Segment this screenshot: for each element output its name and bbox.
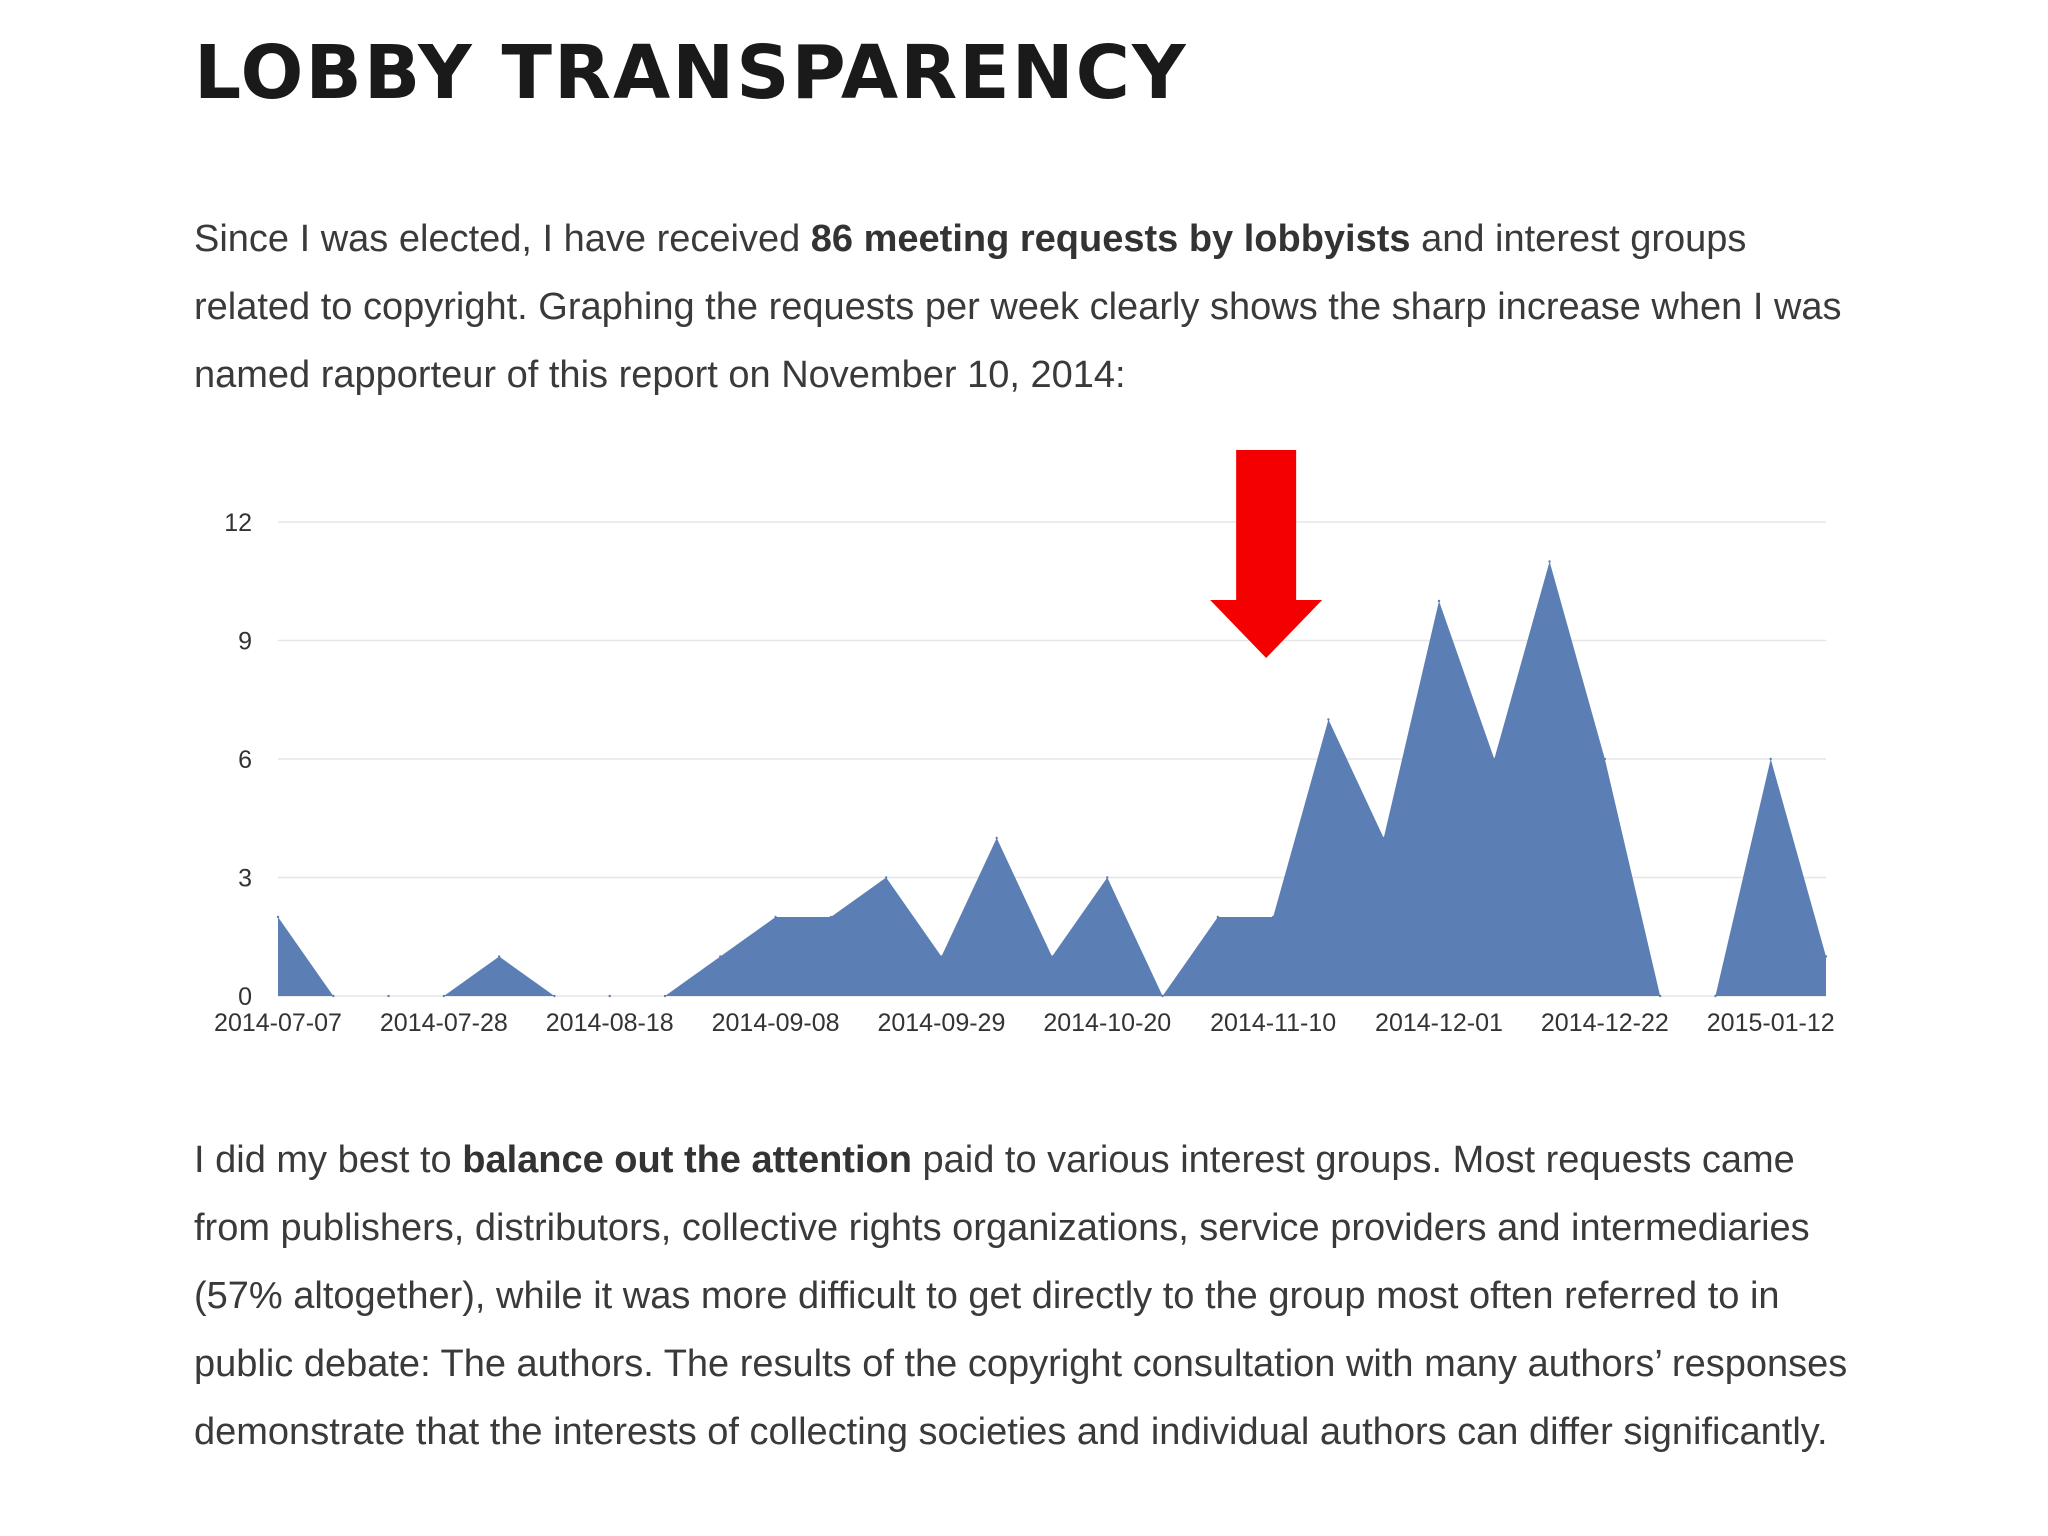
- data-point: [1216, 915, 1220, 919]
- data-point: [332, 994, 335, 998]
- data-point: [1769, 757, 1772, 761]
- data-point: [1050, 955, 1054, 958]
- requests-area: [278, 561, 1826, 996]
- data-point: [1658, 994, 1662, 998]
- outro-paragraph: I did my best to balance out the attenti…: [194, 1126, 1854, 1466]
- data-point: [719, 955, 722, 958]
- x-tick-label: 2014-12-01: [1375, 1009, 1503, 1037]
- data-point: [1714, 994, 1717, 998]
- intro-paragraph: Since I was elected, I have received 86 …: [194, 205, 1854, 409]
- data-point: [884, 876, 888, 879]
- red-arrow-icon: [1210, 450, 1323, 658]
- y-axis-labels: 0 3 6 9 12: [224, 509, 252, 1011]
- data-point: [995, 836, 998, 840]
- x-tick-label: 2014-12-22: [1541, 1009, 1669, 1037]
- data-point: [774, 915, 777, 919]
- y-tick-label: 3: [238, 865, 252, 893]
- data-point: [387, 994, 390, 998]
- x-tick-label: 2014-11-10: [1210, 1009, 1336, 1037]
- intro-text-start: Since I was elected, I have received: [194, 218, 811, 260]
- page-title: LOBBY TRANSPARENCY: [194, 30, 1188, 116]
- intro-highlight: 86 meeting requests by lobbyists: [810, 218, 1411, 260]
- data-point: [1271, 915, 1275, 919]
- x-tick-label: 2014-10-20: [1043, 1009, 1171, 1037]
- chart-area-layer: [276, 560, 1828, 998]
- data-point: [1161, 994, 1164, 998]
- data-point: [1824, 955, 1828, 958]
- data-point: [1106, 876, 1109, 879]
- data-point: [497, 955, 501, 958]
- data-point: [276, 915, 280, 919]
- y-tick-label: 12: [224, 509, 252, 537]
- data-point: [940, 955, 943, 958]
- data-point: [1493, 757, 1496, 761]
- data-point: [553, 994, 556, 998]
- y-tick-label: 0: [238, 983, 252, 1011]
- y-tick-label: 6: [238, 746, 252, 774]
- data-point: [829, 915, 833, 919]
- data-point: [1327, 718, 1330, 721]
- outro-highlight: balance out the attention: [462, 1139, 912, 1181]
- x-tick-label: 2014-08-18: [546, 1009, 674, 1037]
- data-point: [608, 994, 611, 998]
- x-tick-label: 2014-09-29: [877, 1009, 1005, 1037]
- data-point: [1382, 836, 1385, 840]
- data-point: [1603, 757, 1607, 761]
- y-tick-label: 9: [238, 628, 252, 656]
- outro-text-start: I did my best to: [194, 1139, 463, 1181]
- data-point: [442, 994, 446, 998]
- x-tick-label: 2014-09-08: [712, 1009, 840, 1037]
- x-tick-label: 2014-07-07: [214, 1009, 342, 1037]
- data-point: [663, 994, 667, 998]
- x-axis-labels: 2014-07-07 2014-07-28 2014-08-18 2014-09-08…: [214, 1009, 1835, 1037]
- x-tick-label: 2014-07-28: [380, 1009, 508, 1037]
- x-tick-label: 2015-01-12: [1707, 1009, 1835, 1037]
- requests-chart: 0 3 6 9 12 2014-07-07 2014-07-28 2014-08-18 201…: [150, 440, 1870, 1060]
- intro-text-end: and interest groups related to copyright…: [194, 218, 1842, 396]
- rapporteur-annotation: [1210, 450, 1323, 658]
- data-point: [1437, 599, 1441, 603]
- data-point: [1548, 560, 1551, 563]
- outro-text-end: paid to various interest groups. Most re…: [194, 1139, 1848, 1453]
